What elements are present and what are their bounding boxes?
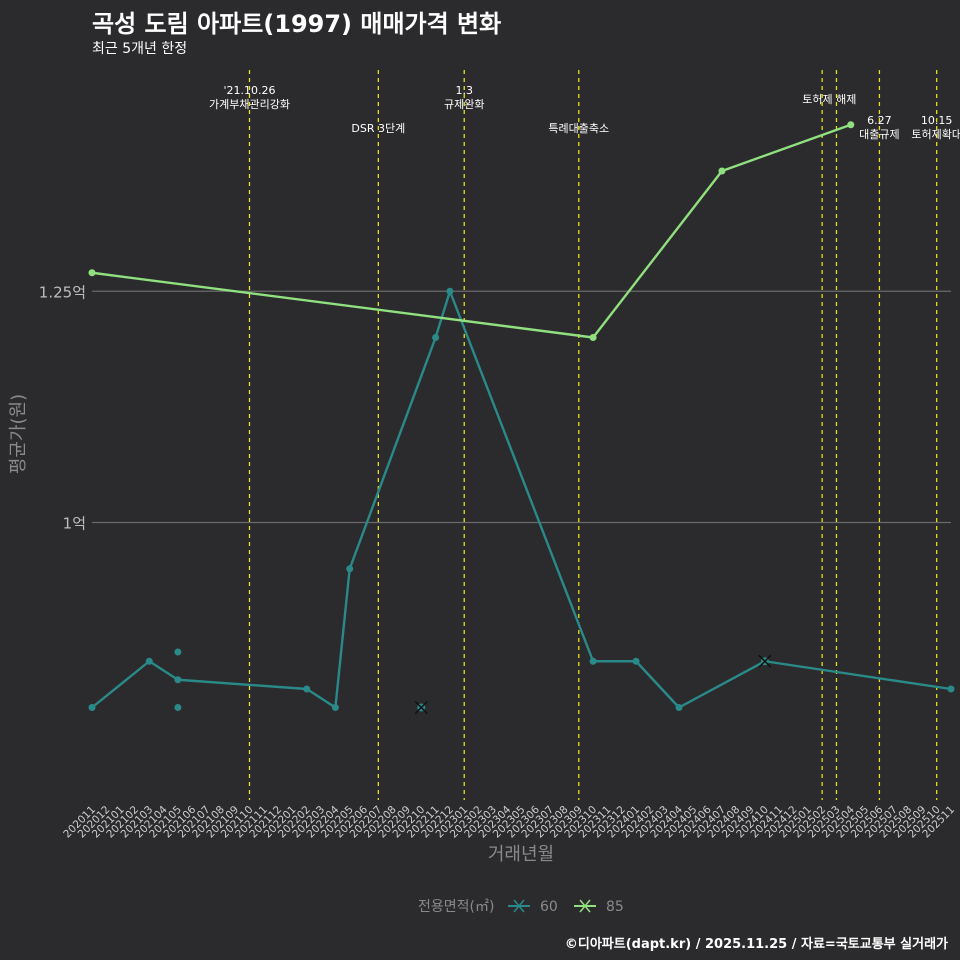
series-60-point [145,657,153,665]
series-60-point [174,704,182,711]
chart-title: 곡성 도림 아파트(1997) 매매가격 변화 [92,10,502,38]
event-label: DSR 3단계 [351,122,405,135]
y-axis-title: 평균가(원) [8,394,29,474]
x-axis-title: 거래년월 [488,844,554,865]
series-85-point [718,167,726,175]
event-label: 1.3 규제완화 [444,84,484,111]
series-60-point [174,648,182,656]
legend-key-cross [513,899,525,913]
y-tick-label: 1.25억 [39,283,86,301]
series-60-point [432,334,440,341]
y-tick-label: 1억 [63,515,86,533]
series-85-point [589,334,597,341]
source-caption: ©디아파트(dapt.kr) / 2025.11.25 / 자료=국토교통부 실… [564,937,948,952]
series-60-point [589,657,597,665]
series-85-point [847,121,855,129]
cancelled-mark [414,700,428,715]
event-label: 10.15 토허제확대 [911,114,960,141]
legend: 전용면적(㎡) 60 85 [418,899,624,915]
chart-subtitle: 최근 5개년 한정 [92,41,188,57]
series-85-line [91,123,852,339]
legend-title: 전용면적(㎡) [418,899,494,915]
series-60-point [331,704,339,711]
event-label: 6.27 대출규제 [859,114,899,141]
series-60-point [632,657,640,665]
series-60-point [346,565,354,573]
legend-key-cross [579,899,591,913]
cancelled-mark [758,654,772,668]
series-60-point [446,287,454,295]
series-60-point [675,704,683,711]
series-60-point [303,685,311,693]
series-60-point [947,685,955,693]
series-60-point [88,704,96,711]
legend-label-85: 85 [606,899,624,915]
event-label: 토허제 해제 [802,92,856,106]
y-axis: 1억 1.25억 [39,283,86,532]
axis-titles: 거래년월 평균가(원) [8,394,554,865]
series-85-point [88,269,96,277]
event-label: 특례대출축소 [548,122,609,135]
series-60-point [174,676,182,684]
series-layer [88,121,955,715]
legend-label-60: 60 [540,899,558,915]
x-axis: 2020112020122021012021022021032021042021… [61,803,957,840]
event-label: '21.10.26 가계부채관리강화 [209,84,290,111]
